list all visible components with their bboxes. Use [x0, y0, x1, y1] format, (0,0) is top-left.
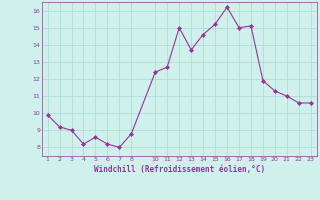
X-axis label: Windchill (Refroidissement éolien,°C): Windchill (Refroidissement éolien,°C): [94, 165, 265, 174]
